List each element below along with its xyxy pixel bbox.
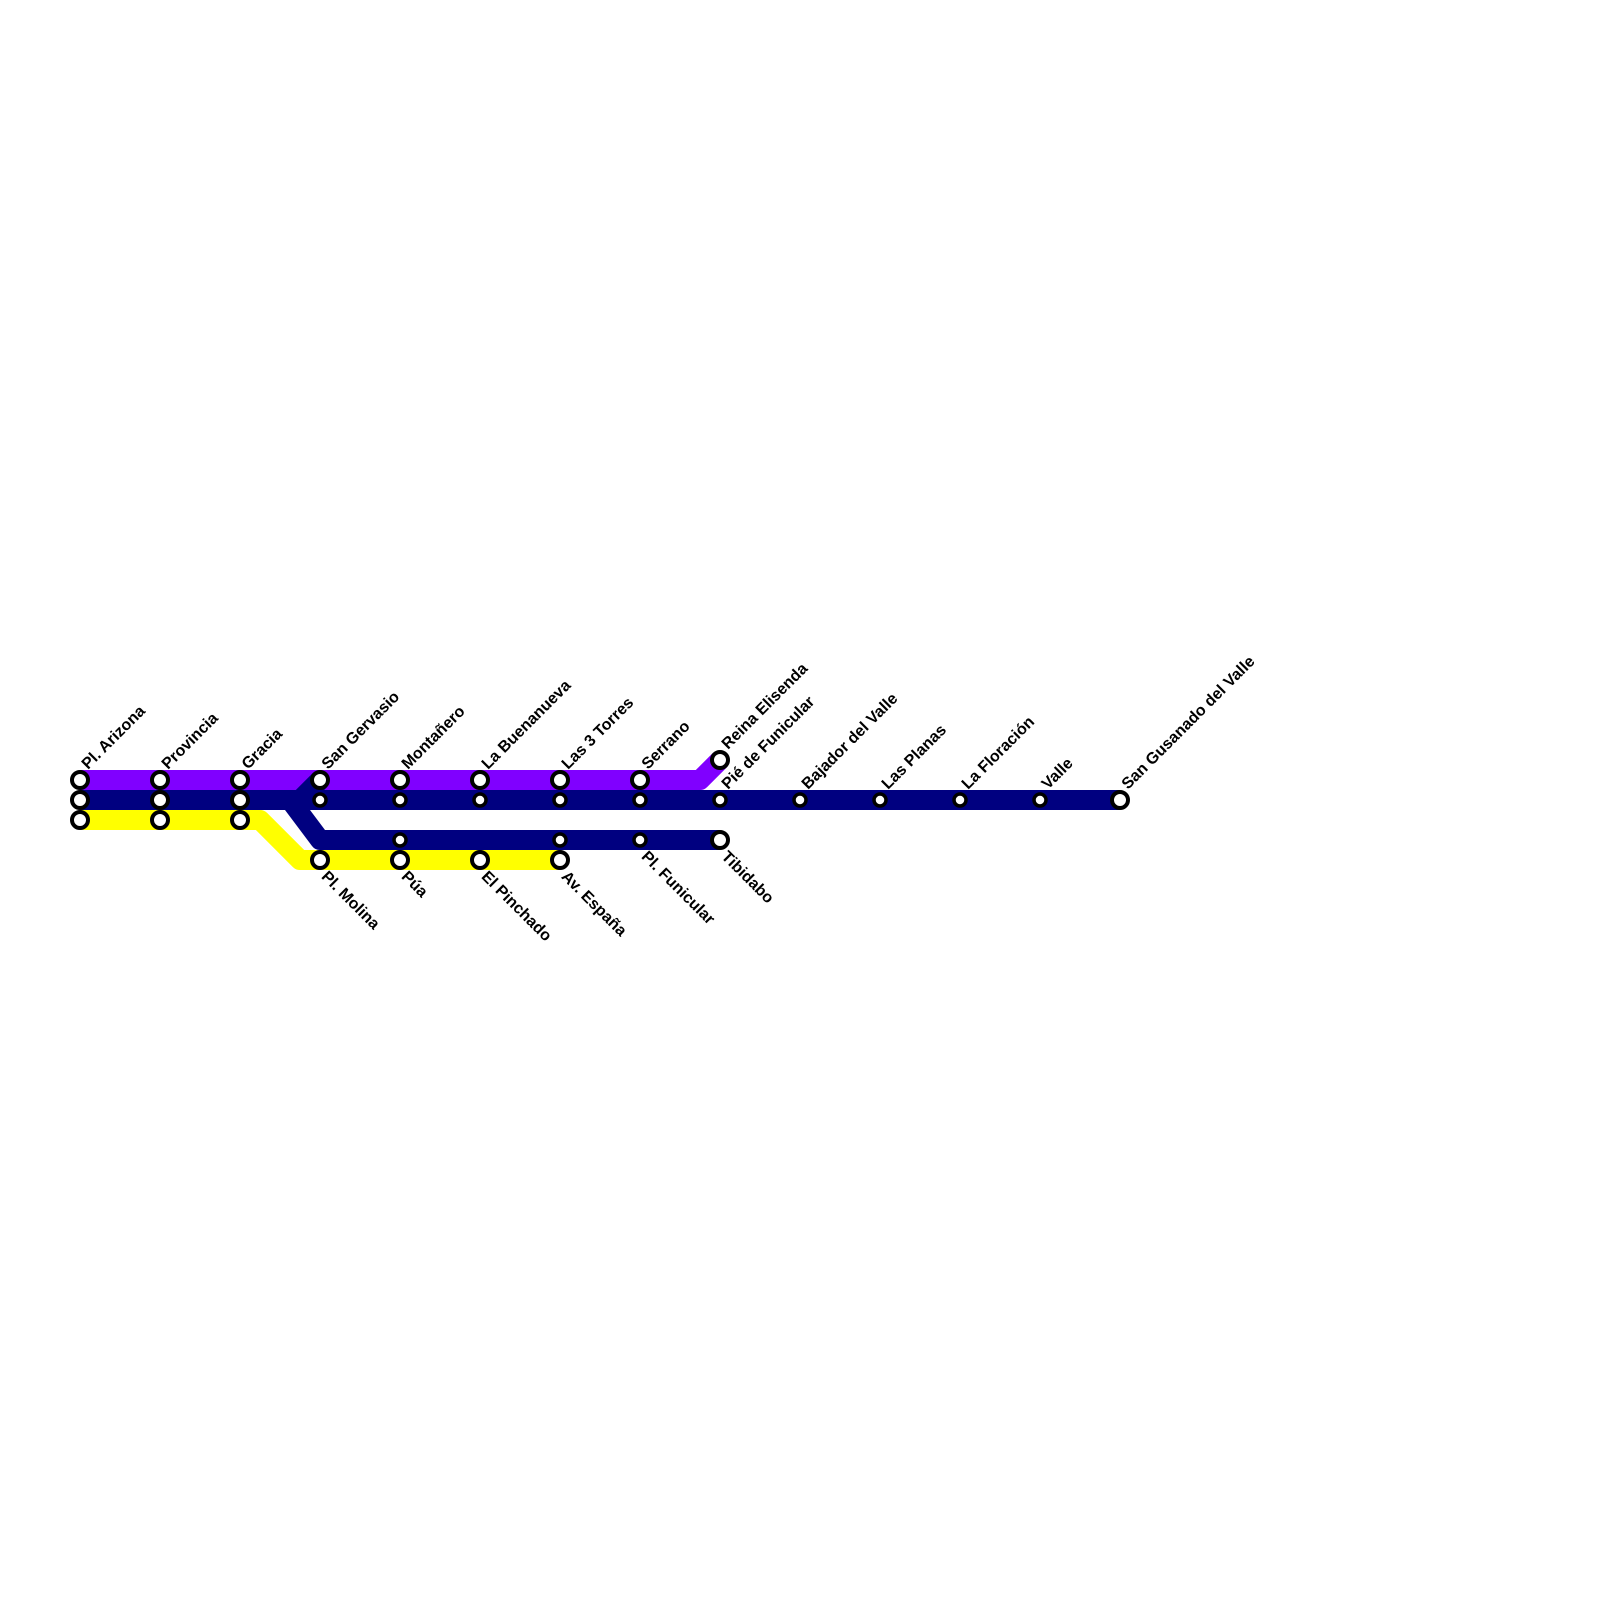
station-marker xyxy=(230,770,250,790)
station-marker xyxy=(552,832,568,848)
station-marker xyxy=(150,790,170,810)
station-marker xyxy=(390,850,410,870)
station-marker xyxy=(312,792,328,808)
station-marker xyxy=(872,792,888,808)
station-marker xyxy=(392,792,408,808)
station-label: Montañero xyxy=(399,703,469,773)
station-label: La Floración xyxy=(959,714,1038,793)
station-label: Provincia xyxy=(159,710,222,773)
station-marker xyxy=(632,832,648,848)
station-marker xyxy=(472,792,488,808)
station-marker xyxy=(632,792,648,808)
station-marker xyxy=(1032,792,1048,808)
station-marker xyxy=(392,832,408,848)
station-label: Tibidabo xyxy=(718,848,777,907)
station-marker xyxy=(230,810,250,830)
station-marker xyxy=(792,792,808,808)
station-marker xyxy=(952,792,968,808)
station-marker xyxy=(70,810,90,830)
station-label: El Pinchado xyxy=(478,868,555,945)
station-marker xyxy=(552,792,568,808)
station-marker xyxy=(150,770,170,790)
station-label: Púa xyxy=(398,868,431,901)
station-marker xyxy=(70,790,90,810)
station-label: Las Planas xyxy=(879,722,950,793)
station-label: Pl. Molina xyxy=(318,868,383,933)
station-marker xyxy=(230,790,250,810)
station-marker xyxy=(712,792,728,808)
station-marker xyxy=(150,810,170,830)
station-marker xyxy=(70,770,90,790)
station-label: Pl. Arizona xyxy=(79,703,149,773)
station-label: San Gervasio xyxy=(319,688,403,772)
station-label: Av. España xyxy=(558,868,630,940)
station-label: Las 3 Torres xyxy=(559,694,638,773)
station-marker xyxy=(310,850,330,870)
navy-branch xyxy=(282,794,720,850)
station-marker xyxy=(630,770,650,790)
station-label: Valle xyxy=(1039,755,1077,793)
station-marker xyxy=(470,770,490,790)
station-marker xyxy=(310,770,330,790)
station-marker xyxy=(550,770,570,790)
station-label: Serrano xyxy=(639,718,694,773)
station-label: Pl. Funicular xyxy=(638,848,718,928)
station-marker xyxy=(710,830,730,850)
station-marker xyxy=(550,850,570,870)
station-label: Gracia xyxy=(239,726,286,773)
station-label: San Gusanado del Valle xyxy=(1119,653,1259,793)
station-marker xyxy=(1110,790,1130,810)
station-marker xyxy=(710,750,730,770)
station-marker xyxy=(470,850,490,870)
station-marker xyxy=(390,770,410,790)
